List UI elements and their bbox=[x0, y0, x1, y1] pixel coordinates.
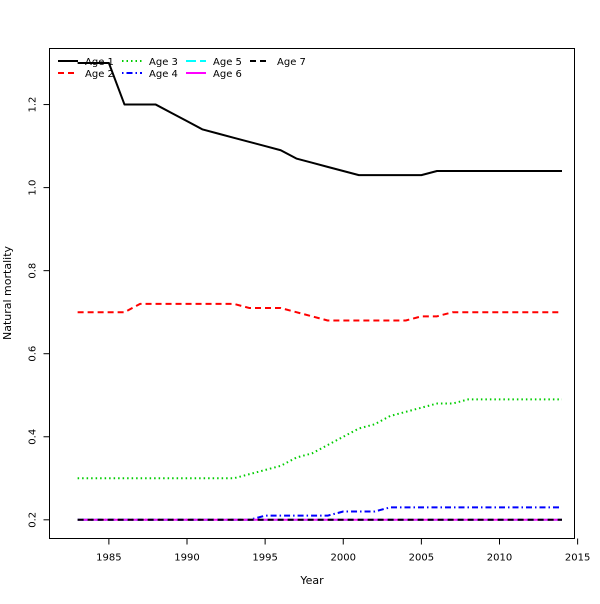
legend-label-age-2: Age 2 bbox=[85, 69, 114, 80]
x-tick-label: 2005 bbox=[409, 553, 434, 564]
x-axis-label: Year bbox=[299, 574, 324, 587]
legend-label-age-1: Age 1 bbox=[85, 57, 114, 68]
legend-label-age-3: Age 3 bbox=[149, 57, 178, 68]
y-axis: 0.2 0.4 0.6 0.8 1.0 1.2 bbox=[28, 97, 50, 528]
series-line-age-2 bbox=[77, 302, 562, 322]
y-axis-label: Natural mortality bbox=[1, 245, 14, 340]
x-tick-label: 1990 bbox=[174, 553, 199, 564]
legend-label-age-4: Age 4 bbox=[149, 69, 178, 80]
legend-label-age-5: Age 5 bbox=[213, 57, 242, 68]
series-layer bbox=[77, 62, 562, 521]
legend-label-age-6: Age 6 bbox=[213, 69, 242, 80]
x-tick-label: 2010 bbox=[487, 553, 512, 564]
x-tick-label: 1995 bbox=[252, 553, 277, 564]
y-tick-label: 1.0 bbox=[28, 180, 39, 196]
legend-label-age-7: Age 7 bbox=[277, 57, 306, 68]
x-tick-label: 2000 bbox=[331, 553, 356, 564]
series-line-age-3 bbox=[77, 398, 562, 480]
x-tick-label: 1985 bbox=[96, 553, 121, 564]
series-line-age-4 bbox=[77, 506, 562, 521]
series-line-age-1 bbox=[77, 62, 562, 177]
plot-frame bbox=[49, 48, 575, 539]
y-tick-label: 0.6 bbox=[28, 346, 39, 362]
y-tick-label: 0.2 bbox=[28, 512, 39, 528]
y-tick-label: 1.2 bbox=[28, 97, 39, 113]
y-tick-label: 0.8 bbox=[28, 263, 39, 279]
y-tick-label: 0.4 bbox=[28, 429, 39, 445]
x-tick-label: 2015 bbox=[565, 553, 590, 564]
x-axis: 1985 1990 1995 2000 2005 2010 2015 bbox=[96, 538, 590, 564]
